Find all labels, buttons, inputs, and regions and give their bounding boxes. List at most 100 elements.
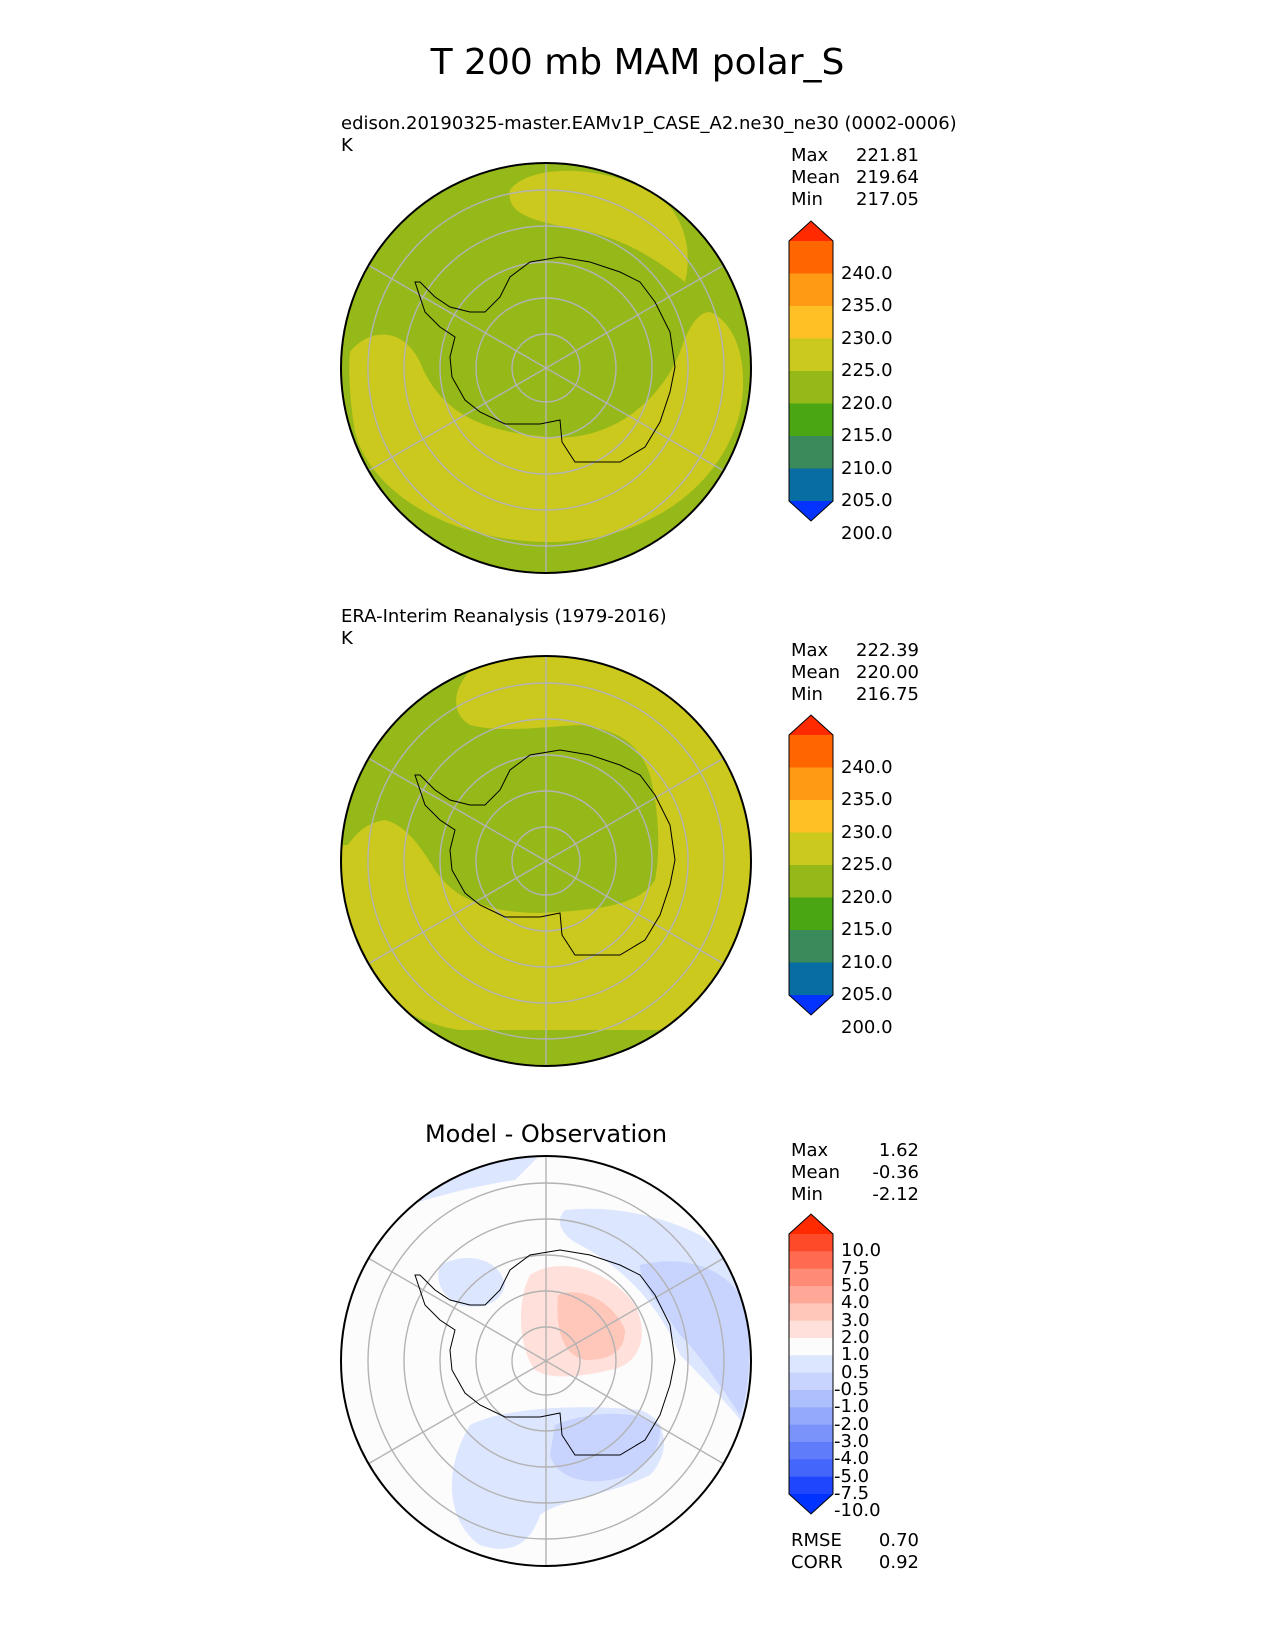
colorbar-extend-min: [789, 995, 833, 1015]
colorbar-tick-label: 230.0: [841, 327, 893, 349]
colorbar-outline: [788, 714, 834, 1016]
panel3-graticule: [367, 1155, 725, 1567]
figure-title: T 200 mb MAM polar_S: [430, 42, 845, 83]
colorbar-segment: [789, 338, 833, 372]
colorbar-tick-label: 230.0: [841, 821, 893, 843]
colorbar-extend-min: [789, 1494, 833, 1514]
colorbar-tick-label: 235.0: [841, 789, 893, 810]
panel2-stats: Max 222.39 Mean 220.00 Min 216.75: [791, 640, 919, 705]
panel2-units: K: [341, 628, 353, 649]
panel1-map-border: [340, 162, 752, 574]
colorbar-tick-label: 225.0: [841, 854, 893, 875]
colorbar-segment: [789, 832, 833, 866]
colorbar-segment: [789, 1338, 833, 1356]
colorbar-tick-label: 7.5: [841, 1257, 870, 1279]
colorbar-extend-max: [789, 715, 833, 735]
colorbar-tick-label: 4.0: [841, 1292, 870, 1314]
colorbar-segment: [789, 1442, 833, 1460]
colorbar-extend-max: [789, 1214, 833, 1234]
panel3-colorbar-ticks: 10.0 7.5 5.0 4.0 3.0 2.0 1.0 0.5 -0.5 -1.0 -2.0 -3.…: [834, 1214, 921, 1521]
panel2-field-inner: [341, 656, 659, 913]
colorbar-outline: [788, 1213, 834, 1515]
colorbar-segment: [789, 1320, 833, 1339]
colorbar-segment: [789, 1372, 833, 1391]
colorbar-segment: [789, 306, 833, 340]
colorbar-tick-label: 1.0: [841, 1344, 870, 1366]
panel3-neg-north: [400, 1156, 540, 1205]
colorbar-tick-label: 0.5: [841, 1361, 870, 1383]
colorbar-tick-label: 240.0: [841, 756, 893, 778]
panel3-coastline: [414, 1249, 676, 1456]
panel2-subtitle: ERA-Interim Reanalysis (1979-2016): [341, 606, 667, 627]
colorbar-tick-label: 10.0: [841, 1240, 882, 1262]
colorbar-tick-label: -5.0: [834, 1465, 870, 1487]
panel1-field-band-south: [349, 312, 744, 542]
panel1-map: [340, 162, 752, 574]
colorbar-segment: [789, 735, 833, 769]
panel1-units: K: [341, 135, 353, 156]
panel1-colorbar-ticks: 240.0 235.0 230.0 225.0 220.0 215.0 210.0 205.0…: [841, 221, 921, 544]
colorbar-tick-label: 205.0: [841, 490, 893, 511]
colorbar-segment: [789, 436, 833, 470]
panel3-neg-east-strong: [640, 1261, 749, 1415]
colorbar-segment: [789, 1390, 833, 1408]
colorbar-segment: [789, 273, 833, 307]
panel3-metrics: RMSE 0.70 CORR 0.92: [791, 1530, 919, 1573]
colorbar-segment: [789, 1407, 833, 1426]
colorbar-tick-label: -1.0: [834, 1396, 870, 1418]
colorbar-tick-label: -7.5: [834, 1483, 870, 1504]
colorbar-segment: [789, 1251, 833, 1270]
colorbar-segment: [789, 897, 833, 931]
colorbar-segment: [789, 1424, 833, 1443]
colorbar-segment: [789, 962, 833, 996]
colorbar-tick-label: 220.0: [841, 886, 893, 908]
colorbar-segment: [789, 1268, 833, 1287]
colorbar-segment: [789, 930, 833, 964]
panel1-graticule: [367, 162, 725, 574]
panel1-colorbar: [788, 220, 834, 522]
colorbar-segment: [789, 1286, 833, 1304]
panel3-neg-west: [438, 1257, 505, 1307]
colorbar-tick-label: 215.0: [841, 425, 893, 446]
colorbar-segment: [789, 241, 833, 275]
colorbar-tick-label: -3.0: [834, 1431, 870, 1452]
panel2-colorbar-ticks: 240.0 235.0 230.0 225.0 220.0 215.0 210.0 205.0…: [841, 715, 921, 1038]
colorbar-tick-label: 225.0: [841, 360, 893, 381]
panel3-stats: Max 1.62 Mean -0.36 Min -2.12: [791, 1140, 919, 1205]
colorbar-tick-label: 220.0: [841, 392, 893, 414]
colorbar-segment: [789, 1234, 833, 1252]
colorbar-tick-label: 215.0: [841, 919, 893, 940]
colorbar-extend-max: [789, 221, 833, 241]
colorbar-segment: [789, 468, 833, 502]
colorbar-tick-label: 2.0: [841, 1327, 870, 1348]
colorbar-outline: [788, 220, 834, 522]
panel3-neg-south-strong: [550, 1413, 661, 1482]
panel1-stats: Max 221.81 Mean 219.64 Min 217.05: [791, 145, 919, 210]
colorbar-tick-label: 200.0: [841, 522, 893, 544]
panel3-title: Model - Observation: [424, 1120, 668, 1148]
colorbar-segment: [789, 371, 833, 405]
panel2-map-border: [340, 655, 752, 1067]
panel2-map: [340, 655, 752, 1067]
colorbar-segment: [789, 800, 833, 834]
panel1-subtitle: edison.20190325-master.EAMv1P_CASE_A2.ne…: [341, 113, 957, 134]
colorbar-segment: [789, 1355, 833, 1374]
colorbar-tick-label: 3.0: [841, 1309, 870, 1331]
colorbar-segment: [789, 767, 833, 801]
panel2-colorbar: [788, 714, 834, 1016]
panel2-graticule: [367, 655, 725, 1067]
colorbar-tick-label: -2.0: [834, 1413, 870, 1435]
colorbar-tick-label: 210.0: [841, 951, 893, 973]
colorbar-extend-min: [789, 501, 833, 521]
panel3-neg-east: [560, 1208, 751, 1435]
panel3-map-border: [340, 1155, 752, 1567]
colorbar-tick-label: 5.0: [841, 1275, 870, 1296]
colorbar-tick-label: 235.0: [841, 295, 893, 316]
colorbar-segment: [789, 865, 833, 899]
panel1-field-band-north: [509, 170, 688, 282]
colorbar-tick-label: 200.0: [841, 1016, 893, 1038]
panel2-coastline: [414, 749, 676, 956]
colorbar-tick-label: 205.0: [841, 984, 893, 1005]
colorbar-segment: [789, 1476, 833, 1495]
colorbar-segment: [789, 1303, 833, 1322]
